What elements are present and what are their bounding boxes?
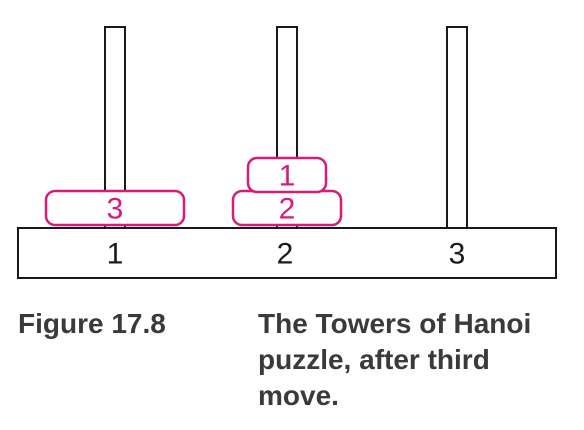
base-platform	[17, 227, 557, 279]
figure-number: Figure 17.8	[18, 308, 166, 339]
peg-label-1: 1	[107, 238, 124, 271]
peg-label-3: 3	[449, 238, 466, 271]
disk-label-1: 1	[279, 160, 296, 193]
disk-3	[44, 189, 186, 227]
peg-3	[446, 26, 468, 229]
disk-label-3: 3	[107, 193, 124, 226]
disk-label-2: 2	[279, 193, 296, 226]
peg-label-2: 2	[277, 238, 294, 271]
figure-caption: The Towers of Hanoi puzzle, after third …	[258, 308, 532, 411]
disk-1	[246, 156, 328, 194]
towers-of-hanoi-diagram: 1 2 3 3 21	[17, 26, 557, 279]
disks-group: 3 21	[44, 156, 343, 227]
